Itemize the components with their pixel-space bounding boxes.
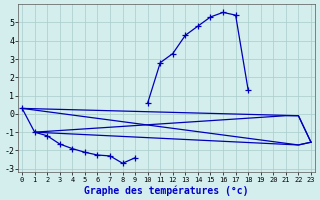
X-axis label: Graphe des températures (°c): Graphe des températures (°c) (84, 185, 249, 196)
